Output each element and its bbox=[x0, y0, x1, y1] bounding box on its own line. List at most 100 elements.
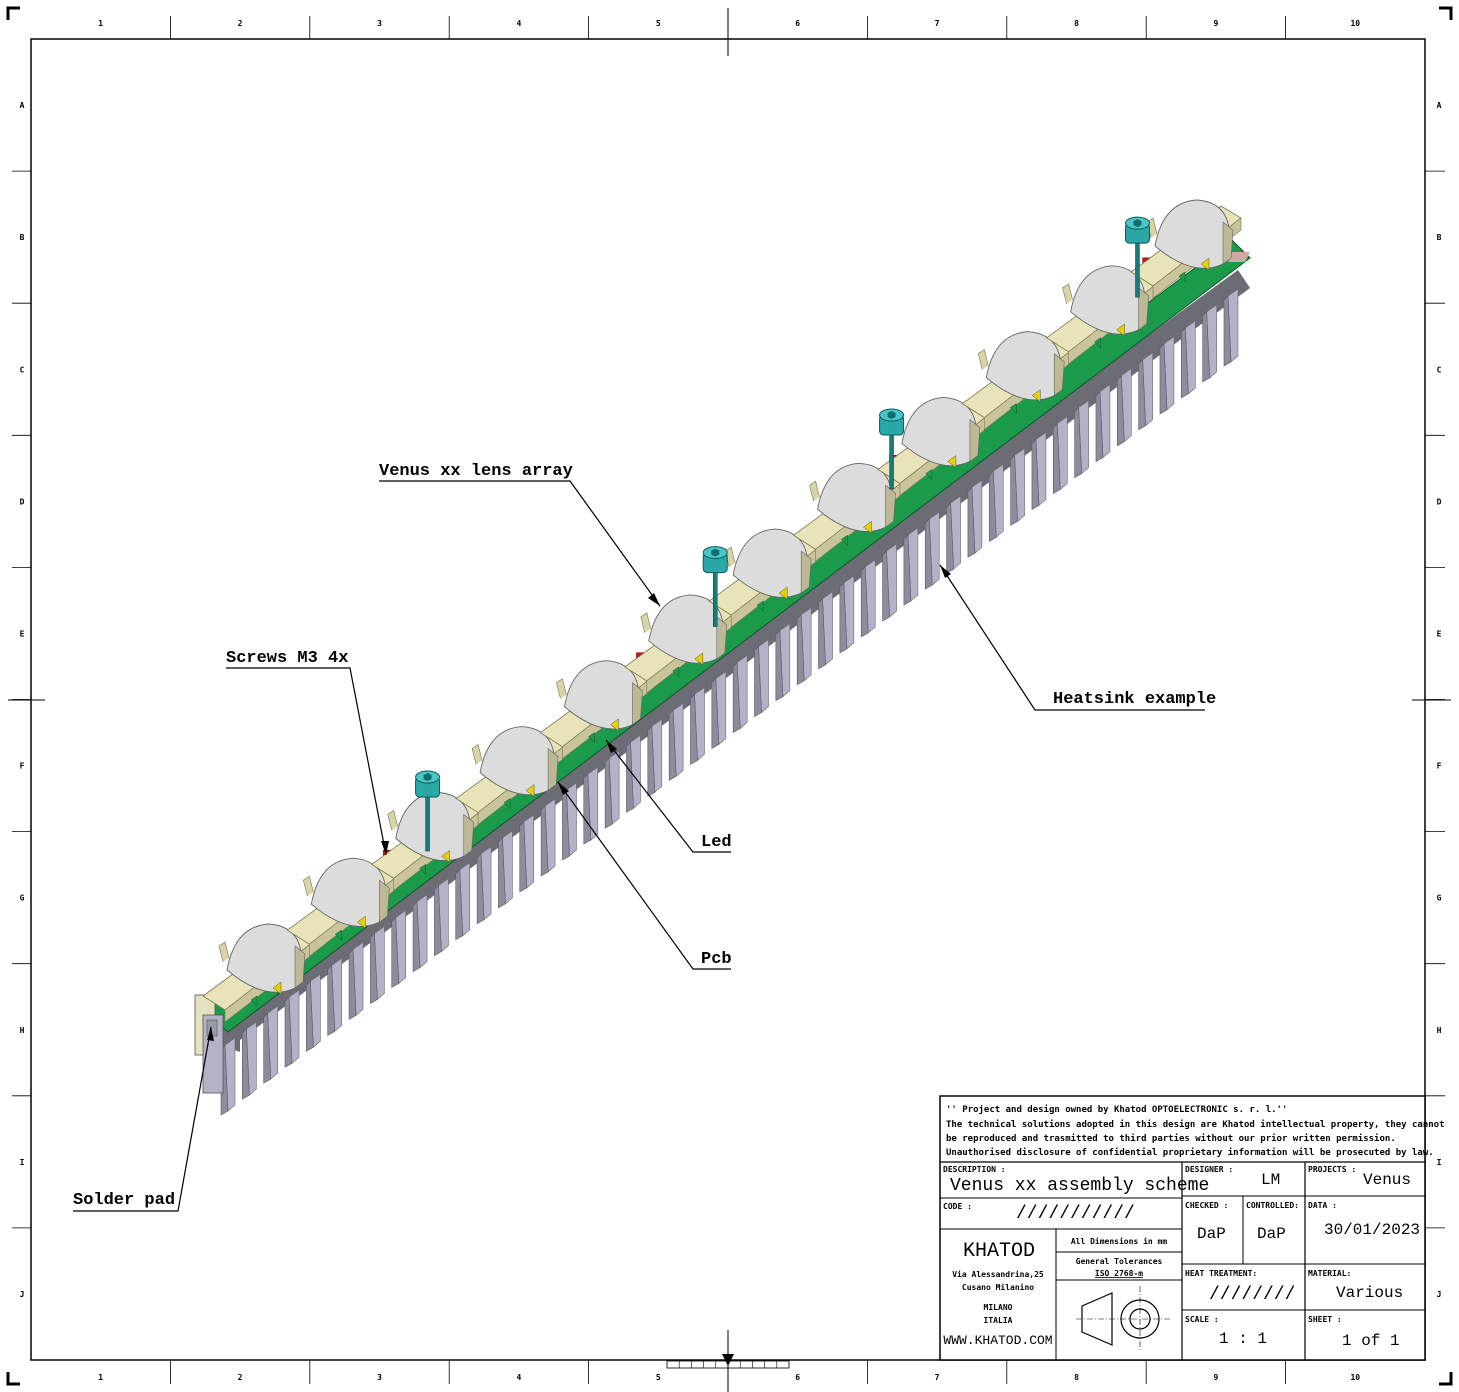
heatsink-fin-side bbox=[711, 677, 720, 749]
callout-led: Led bbox=[605, 739, 732, 853]
grid-row-label: C bbox=[1437, 365, 1442, 374]
heatsink-fin-side bbox=[754, 645, 762, 718]
heatsink-fin-side bbox=[1116, 374, 1125, 447]
led-assembly-illustration bbox=[194, 199, 1251, 1116]
heatsink-fin-side bbox=[370, 932, 378, 1004]
grid-row-label: D bbox=[1437, 497, 1442, 506]
heatsink-fin-side bbox=[732, 661, 741, 734]
solder-pad-end bbox=[1228, 252, 1250, 262]
heatsink-fin-side bbox=[455, 869, 464, 941]
grid-column-label: 5 bbox=[656, 19, 661, 28]
heatsink-fin-side bbox=[1202, 311, 1210, 383]
heatsink-fin-side bbox=[263, 1012, 271, 1084]
grid-column-label: 3 bbox=[377, 1373, 382, 1382]
grid-column-label: 8 bbox=[1074, 19, 1079, 28]
heatsink-fin-side bbox=[519, 821, 528, 893]
grid-row-label: J bbox=[20, 1290, 25, 1299]
material-label: MATERIAL: bbox=[1308, 1269, 1351, 1278]
scale-value: 1 : 1 bbox=[1219, 1330, 1267, 1348]
callout-lens-array-label: Venus xx lens array bbox=[379, 462, 573, 481]
lens-modules bbox=[202, 199, 1242, 1023]
heatsink-fin-side bbox=[690, 693, 698, 765]
heatsink-fin-side bbox=[882, 550, 890, 622]
heatsink-fin-side bbox=[668, 709, 677, 781]
heatsink-fin-side bbox=[924, 518, 933, 590]
screws bbox=[415, 216, 1150, 852]
grid-column-label: 1 bbox=[98, 19, 103, 28]
projects-label: PROJECTS : bbox=[1308, 1165, 1356, 1174]
notice-line-3: be reproduced and trasmitted to third pa… bbox=[946, 1133, 1396, 1144]
address-line-4: ITALIA bbox=[984, 1316, 1013, 1325]
heatsink-fin-side bbox=[818, 598, 826, 670]
grid-row-label: E bbox=[20, 629, 25, 638]
notice-line-2: The technical solutions adopted in this … bbox=[946, 1119, 1445, 1130]
grid-row-label: G bbox=[20, 894, 25, 903]
tolerances-value: ISO 2768-m bbox=[1095, 1269, 1143, 1278]
heatsink-fin-side bbox=[242, 1028, 250, 1100]
grid-row-label: D bbox=[20, 497, 25, 506]
heatsink-fin-side bbox=[1138, 359, 1146, 431]
callout-screws: Screws M3 4x bbox=[226, 649, 389, 856]
scale-label: SCALE : bbox=[1185, 1315, 1219, 1324]
grid-row-label: H bbox=[1437, 1026, 1442, 1035]
notice-line-1: '' Project and design owned by Khatod OP… bbox=[946, 1104, 1287, 1115]
heatsink-fin-side bbox=[604, 757, 613, 829]
heat-treatment-label: HEAT TREATMENT: bbox=[1185, 1269, 1257, 1278]
lens-module bbox=[202, 923, 314, 1023]
heatsink-fin-side bbox=[647, 725, 656, 797]
grid-row-label: I bbox=[20, 1158, 25, 1167]
heatsink-fin-side bbox=[434, 884, 442, 957]
callout-screws-label: Screws M3 4x bbox=[226, 649, 348, 668]
heatsink-fin-side bbox=[476, 853, 485, 925]
grid-row-label: A bbox=[20, 101, 25, 110]
website: WWW.KHATOD.COM bbox=[943, 1333, 1052, 1348]
callout-solder-pad: Solder pad bbox=[73, 1026, 214, 1212]
grid-column-label: 10 bbox=[1350, 1373, 1360, 1382]
code-value: /////////// bbox=[1016, 1204, 1135, 1224]
designer-value: LM bbox=[1261, 1171, 1280, 1189]
date-value: 30/01/2023 bbox=[1324, 1221, 1420, 1239]
heatsink-fin-side bbox=[284, 996, 293, 1068]
grid-row-label: F bbox=[20, 762, 25, 771]
heatsink-fin-side bbox=[1010, 454, 1018, 526]
grid-column-label: 4 bbox=[516, 1373, 521, 1382]
grid-row-label: H bbox=[20, 1026, 25, 1035]
grid-column-label: 6 bbox=[795, 1373, 800, 1382]
heatsink-fin-side bbox=[988, 470, 997, 542]
lens-module bbox=[1130, 199, 1242, 299]
notice-line-4: Unauthorised disclosure of confidential … bbox=[946, 1147, 1434, 1158]
grid-row-label: E bbox=[1437, 629, 1442, 638]
grid-column-label: 10 bbox=[1350, 19, 1360, 28]
grid-column-label: 2 bbox=[238, 19, 243, 28]
heatsink-fin-side bbox=[1052, 422, 1061, 495]
company-name: KHATOD bbox=[963, 1240, 1035, 1263]
controlled-label: CONTROLLED: bbox=[1246, 1201, 1299, 1210]
callout-lens-array: Venus xx lens array bbox=[379, 462, 661, 607]
heatsink-fin-side bbox=[1223, 295, 1232, 367]
heatsink-fin-side bbox=[412, 900, 421, 973]
address-line-1: Via Alessandrina,25 bbox=[952, 1269, 1044, 1279]
heatsink-base bbox=[205, 270, 1250, 1052]
screw-icon bbox=[1124, 216, 1150, 298]
heatsink-fin-side bbox=[1181, 327, 1189, 399]
address-line-2: Cusano Milanino bbox=[962, 1282, 1034, 1292]
grid-row-label: G bbox=[1437, 894, 1442, 903]
grid-row-label: J bbox=[1437, 1290, 1442, 1299]
checked-label: CHECKED : bbox=[1185, 1201, 1228, 1210]
heatsink-fin-side bbox=[839, 582, 848, 654]
grid-row-label: I bbox=[1437, 1158, 1442, 1167]
address-line-3: MILANO bbox=[984, 1303, 1013, 1312]
grid-column-label: 8 bbox=[1074, 1373, 1079, 1382]
heatsink-fin-side bbox=[967, 486, 976, 558]
callout-heatsink-label: Heatsink example bbox=[1053, 690, 1216, 709]
material-value: Various bbox=[1336, 1284, 1403, 1302]
heatsink-fin-side bbox=[583, 773, 592, 845]
grid-row-label: F bbox=[1437, 762, 1442, 771]
callout-pcb: Pcb bbox=[557, 781, 732, 970]
grid-column-label: 9 bbox=[1213, 1373, 1218, 1382]
description-label: DESCRIPTION : bbox=[943, 1165, 1006, 1174]
screw-icon bbox=[415, 770, 441, 852]
heatsink-fin-side bbox=[306, 980, 314, 1052]
dimensions-note: All Dimensions in mm bbox=[1071, 1236, 1168, 1246]
